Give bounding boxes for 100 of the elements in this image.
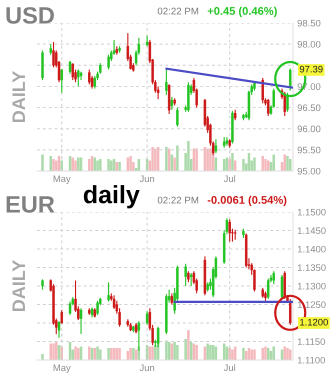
bar [107,348,110,360]
y-axis-title: DAILY [12,260,25,312]
candlestick [112,294,116,310]
bar [209,148,212,171]
bar [248,348,250,360]
y-tick-label: 1.1300 [298,282,326,290]
bar [99,350,102,360]
bar [226,158,228,171]
bar [99,159,102,171]
bar [94,158,96,171]
bar [214,346,218,360]
candlestick [289,298,292,326]
bar [72,158,74,171]
candlestick [266,98,270,117]
bar [289,159,292,171]
candlestick [165,68,168,96]
bar [173,158,176,171]
bar [134,350,138,360]
y-tick-label: 1.1350 [298,264,326,272]
bar [226,346,228,360]
candlestick [170,292,174,306]
candlestick [289,68,292,92]
chart-title: EUR [6,196,54,213]
x-tick-label: Jul [224,175,236,182]
bar [148,346,152,360]
candlestick [234,109,236,121]
y-tick-label: 1.1100 [298,356,325,364]
bar [138,159,140,171]
bar [112,348,116,360]
candlestick [266,278,270,300]
text: -0.0061 (0.54%) [208,196,286,206]
x-tick-label: Jun [140,176,154,182]
bar [80,346,82,360]
candlestick [146,35,148,47]
bar [96,346,99,360]
bar [116,348,118,360]
candlestick [94,308,96,318]
bar [192,148,196,171]
bar [261,156,264,171]
candlestick [80,308,82,335]
annotation: 97.39 [300,66,323,72]
bar [187,141,190,171]
bar [184,339,187,360]
candlestick [41,278,44,290]
y-tick-label: 95.50 [298,146,320,154]
bar [284,154,286,171]
y-tick-label: 96.50 [298,104,320,112]
candlestick [60,68,64,94]
candlestick [222,136,226,148]
candlestick [94,75,96,90]
bar [126,158,130,171]
bar [214,158,218,171]
bar [129,348,132,360]
y-tick-label: 1.1150 [298,338,325,346]
bar [250,350,253,360]
y-tick-label: 96.00 [298,126,320,132]
candlestick [176,107,179,128]
bar [209,345,212,360]
bar [90,156,94,171]
bar [88,346,91,360]
bar [126,351,130,360]
bar [52,344,55,360]
candlestick [184,263,187,287]
y-tick-label: 1.1400 [298,246,326,253]
candlestick [72,62,74,81]
candlestick [52,41,55,68]
bar [118,162,121,171]
bar [112,159,116,171]
bar [77,348,80,360]
x-tick-label: Jun [140,364,154,372]
bar [170,344,174,360]
candlestick [272,270,275,285]
bar [50,156,52,171]
bar [266,160,270,171]
bar [165,147,168,171]
annotation: 1.1200 [300,318,328,326]
candlestick [68,300,72,316]
candlestick [96,300,99,316]
chart-subtitle: daily [84,185,140,208]
bar [242,348,245,360]
bar [50,344,52,360]
bar [173,342,176,360]
bar [80,158,82,171]
bar [192,344,196,360]
bar [231,350,234,360]
bar [118,348,121,360]
x-tick-label: Jul [224,364,236,372]
candlestick [206,282,209,292]
bar [206,148,209,171]
bar [151,147,154,171]
y-tick-label: 1.1450 [298,227,326,234]
bar [68,156,72,171]
bar [190,342,192,360]
bar [94,348,96,360]
candlestick [90,306,94,318]
bar [234,160,236,171]
bar [266,348,270,360]
bar [242,159,245,171]
candlestick [107,54,110,70]
bar [151,346,154,360]
